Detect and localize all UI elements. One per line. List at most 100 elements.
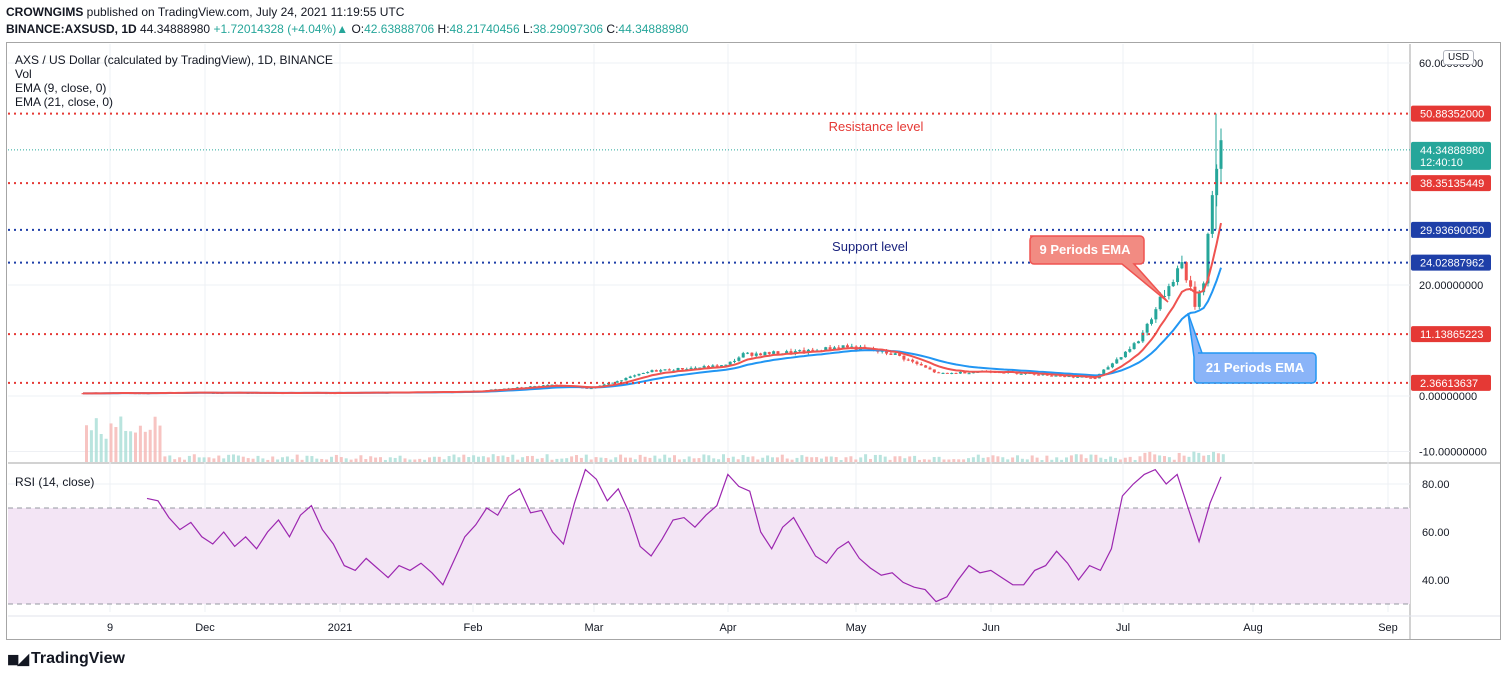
volume-bar — [1133, 459, 1137, 462]
volume-bar — [217, 455, 221, 462]
volume-bar — [369, 456, 373, 462]
candle-body — [1136, 341, 1140, 344]
ohlc-line: BINANCE:AXSUSD, 1D 44.34888980 +1.720143… — [6, 22, 688, 36]
volume-bar — [1197, 452, 1201, 462]
volume-bar — [883, 456, 887, 462]
close-label: C: — [606, 22, 619, 36]
volume-bar — [697, 458, 701, 462]
volume-bar — [506, 456, 510, 462]
volume-bar — [1089, 454, 1093, 462]
volume-bar — [153, 416, 157, 462]
volume-bar — [976, 454, 980, 462]
candle-body — [1019, 373, 1023, 375]
level-price-tag — [1411, 105, 1491, 122]
x-tick-label: 2021 — [328, 622, 352, 634]
volume-bar — [197, 457, 201, 462]
candle-body — [954, 372, 958, 374]
volume-bar — [423, 459, 427, 462]
volume-bar — [403, 458, 407, 462]
volume-bar — [726, 457, 730, 462]
candle-body — [937, 372, 941, 374]
volume-bar — [1192, 451, 1196, 462]
volume-bar — [1109, 456, 1113, 462]
volume-bar — [300, 459, 304, 462]
candle-body — [633, 375, 637, 377]
volume-bar — [575, 455, 578, 462]
volume-bar — [432, 456, 436, 462]
volume-bar — [320, 458, 324, 462]
volume-bar — [1074, 454, 1078, 462]
volume-bar — [922, 459, 926, 462]
volume-bar — [1079, 454, 1083, 462]
x-tick-label: Apr — [719, 622, 736, 634]
y-tick-label: -10.00000000 — [1419, 447, 1487, 459]
volume-bar — [790, 459, 794, 462]
rsi-tick-label: 40.00 — [1422, 575, 1450, 587]
volume-bar — [942, 459, 946, 462]
volume-bar — [496, 456, 500, 462]
candle-body — [1093, 378, 1097, 380]
volume-bar — [1040, 459, 1044, 462]
volume-bar — [638, 454, 642, 462]
volume-bar — [472, 455, 476, 462]
volume-bar — [1167, 457, 1171, 462]
volume-bar — [1163, 456, 1166, 462]
volume-bar — [187, 455, 191, 462]
volume-bar — [692, 458, 696, 462]
candle-body — [1171, 282, 1175, 287]
volume-bar — [457, 457, 461, 462]
volume-bar — [570, 456, 574, 462]
volume-bar — [702, 454, 706, 462]
volume-bar — [864, 454, 868, 462]
candle-body — [1089, 377, 1093, 379]
currency-button[interactable]: USD — [1443, 50, 1475, 65]
volume-bar — [565, 458, 569, 462]
volume-bar — [604, 458, 608, 462]
volume-bar — [374, 457, 378, 462]
volume-bar — [168, 455, 172, 462]
candle-body — [1141, 332, 1145, 342]
volume-bar — [991, 455, 995, 462]
last-price-tag — [1411, 141, 1491, 170]
volume-bar — [707, 455, 711, 462]
candle-body — [798, 350, 802, 352]
volume-bar — [893, 456, 897, 462]
volume-bar — [967, 458, 970, 462]
volume-bar — [437, 456, 441, 462]
volume-bar — [89, 430, 93, 462]
x-tick-label: May — [846, 622, 867, 634]
candle-body — [889, 353, 893, 355]
candle-body — [1063, 376, 1067, 378]
volume-bar — [1011, 457, 1015, 462]
candle-body — [628, 376, 632, 378]
level-price-tag — [1411, 254, 1491, 271]
candle-body — [728, 361, 732, 365]
bar-countdown-label: 12:40:10 — [1420, 157, 1463, 169]
volume-bar — [682, 459, 686, 462]
volume-bar — [658, 458, 662, 462]
candle-body — [967, 373, 971, 375]
candle-body — [828, 347, 832, 350]
volume-bar — [501, 455, 505, 462]
volume-bar — [310, 456, 314, 462]
volume-bar — [1212, 451, 1215, 462]
volume-bar — [379, 457, 382, 462]
high-value: 48.21740456 — [449, 22, 520, 36]
volume-bar — [408, 459, 412, 462]
volume-bar — [648, 457, 652, 462]
candle-body — [1067, 376, 1071, 378]
candle-body — [885, 350, 889, 354]
volume-bar — [540, 458, 544, 462]
rsi-line — [146, 468, 1222, 603]
support-annotation: Support level — [832, 239, 908, 254]
volume-bar — [202, 457, 206, 462]
volume-bar — [722, 454, 725, 462]
volume-bar — [937, 456, 941, 462]
candle-body — [963, 371, 967, 374]
volume-bar — [330, 456, 333, 462]
volume-bar — [535, 458, 539, 462]
volume-bar — [947, 459, 951, 462]
candle-body — [785, 351, 789, 354]
candle-body — [1193, 286, 1197, 307]
